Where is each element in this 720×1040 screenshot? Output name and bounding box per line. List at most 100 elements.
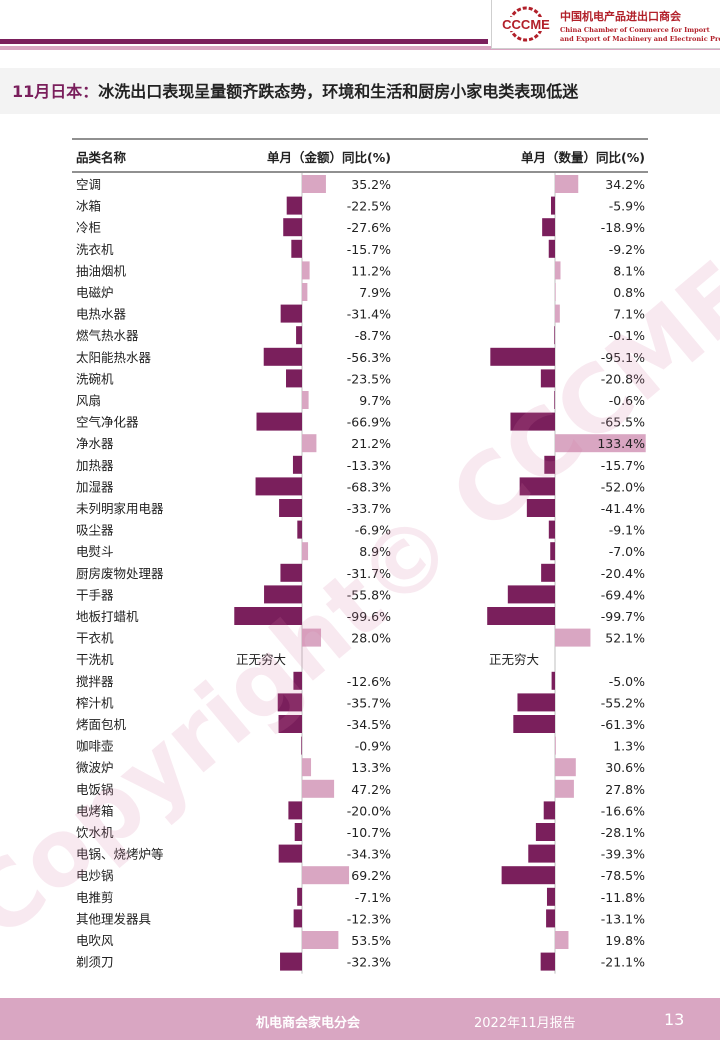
value-label-quantity: 27.8%: [605, 782, 645, 797]
bar-quantity: [555, 304, 560, 323]
value-label-amount: -66.9%: [347, 415, 391, 430]
category-label: 太阳能热水器: [76, 350, 152, 365]
value-label-quantity: -78.5%: [601, 868, 645, 883]
value-label-quantity: -99.7%: [601, 609, 645, 624]
bar-amount: [302, 542, 309, 561]
bar-quantity: [555, 283, 556, 301]
bar-amount: [302, 434, 317, 453]
category-label: 空气净化器: [76, 415, 139, 430]
page-number: 13: [664, 1010, 685, 1029]
value-label-amount: -68.3%: [347, 479, 391, 494]
value-label-amount: -34.3%: [347, 847, 391, 862]
category-label: 电锅、烧烤炉等: [76, 847, 164, 862]
value-label-quantity: -9.1%: [609, 523, 645, 538]
bar-amount: [296, 326, 302, 345]
value-label-amount: 9.7%: [359, 393, 391, 408]
infinite-label-quantity: 正无穷大: [489, 652, 539, 667]
value-label-quantity: -65.5%: [601, 415, 645, 430]
bar-amount: [280, 952, 302, 971]
bar-quantity: [555, 758, 576, 777]
bar-amount: [302, 283, 308, 301]
bar-amount: [301, 736, 302, 755]
bar-quantity: [555, 931, 569, 949]
bar-quantity: [551, 671, 555, 690]
bar-quantity: [554, 326, 555, 345]
bar-quantity: [526, 499, 555, 517]
category-label: 冷柜: [76, 220, 101, 235]
bar-quantity: [555, 628, 591, 647]
category-label: 电熨斗: [76, 544, 114, 559]
bar-amount: [278, 844, 302, 863]
bar-quantity: [517, 693, 555, 712]
comparison-bar-chart: 品类名称 单月（金额）同比(%) 单月（数量）同比(%) 空调 35.2% 34.2% 冰箱…: [72, 138, 648, 974]
category-label: 其他理发器具: [76, 911, 152, 926]
value-label-quantity: -52.0%: [601, 479, 645, 494]
category-label: 电烤箱: [76, 803, 114, 818]
bar-quantity: [544, 455, 555, 474]
value-label-amount: -34.5%: [347, 717, 391, 732]
category-label: 电热水器: [76, 307, 127, 322]
bar-amount: [297, 887, 302, 906]
value-label-amount: 7.9%: [359, 285, 391, 300]
value-label-amount: 11.2%: [351, 263, 391, 278]
column-header-category: 品类名称: [76, 150, 127, 165]
value-label-quantity: 8.1%: [613, 263, 645, 278]
bar-quantity: [540, 952, 555, 971]
bar-amount: [297, 520, 302, 539]
category-label: 洗碗机: [76, 371, 114, 386]
value-label-amount: -10.7%: [347, 825, 391, 840]
value-label-amount: -35.7%: [347, 695, 391, 710]
category-label: 抽油烟机: [76, 263, 127, 278]
bar-quantity: [546, 887, 555, 906]
value-label-amount: 28.0%: [351, 631, 391, 646]
bar-amount: [291, 239, 302, 258]
category-label: 风扇: [76, 393, 101, 408]
value-label-quantity: -5.0%: [609, 674, 645, 689]
category-label: 厨房废物处理器: [76, 566, 164, 581]
bar-quantity: [501, 866, 555, 885]
org-name-en-line1: China Chamber of Commerce for Import: [560, 26, 710, 34]
value-label-amount: -31.4%: [347, 307, 391, 322]
bar-amount: [280, 304, 302, 323]
category-label: 冰箱: [76, 199, 101, 214]
value-label-quantity: -95.1%: [601, 350, 645, 365]
value-label-quantity: 7.1%: [613, 307, 645, 322]
category-label: 饮水机: [76, 825, 114, 840]
category-label: 电磁炉: [76, 285, 114, 300]
org-name-cn: 中国机电产品进出口商会: [560, 10, 681, 23]
bar-quantity: [550, 542, 555, 561]
value-label-quantity: -61.3%: [601, 717, 645, 732]
logo-text: CCCME: [502, 17, 550, 32]
value-label-quantity: -13.1%: [601, 911, 645, 926]
category-label: 剃须刀: [76, 955, 114, 970]
value-label-quantity: 52.1%: [605, 631, 645, 646]
value-label-quantity: -39.3%: [601, 847, 645, 862]
bar-amount: [263, 347, 302, 366]
value-label-quantity: -16.6%: [601, 803, 645, 818]
category-label: 微波炉: [76, 760, 114, 775]
category-label: 净水器: [76, 436, 114, 451]
bar-amount: [256, 412, 302, 431]
bar-amount: [264, 585, 302, 604]
bar-amount: [302, 866, 350, 885]
bar-amount: [302, 391, 309, 409]
bar-amount: [286, 196, 302, 215]
category-label: 空调: [76, 177, 101, 192]
value-label-amount: 21.2%: [351, 436, 391, 451]
footer-bar: [0, 998, 720, 1040]
bar-quantity: [550, 196, 555, 215]
value-label-amount: -8.7%: [355, 328, 391, 343]
value-label-quantity: -20.4%: [601, 566, 645, 581]
category-label: 咖啡壶: [76, 739, 114, 754]
bar-amount: [302, 628, 322, 647]
value-label-amount: 8.9%: [359, 544, 391, 559]
category-label: 地板打蜡机: [76, 609, 139, 624]
header-band-light: [0, 46, 720, 50]
value-label-quantity: 1.3%: [613, 739, 645, 754]
category-label: 干洗机: [76, 652, 114, 667]
value-label-quantity: -20.8%: [601, 371, 645, 386]
infinite-label-amount: 正无穷大: [236, 652, 286, 667]
bar-quantity: [510, 412, 555, 431]
value-label-amount: 53.5%: [351, 933, 391, 948]
value-label-amount: 35.2%: [351, 177, 391, 192]
